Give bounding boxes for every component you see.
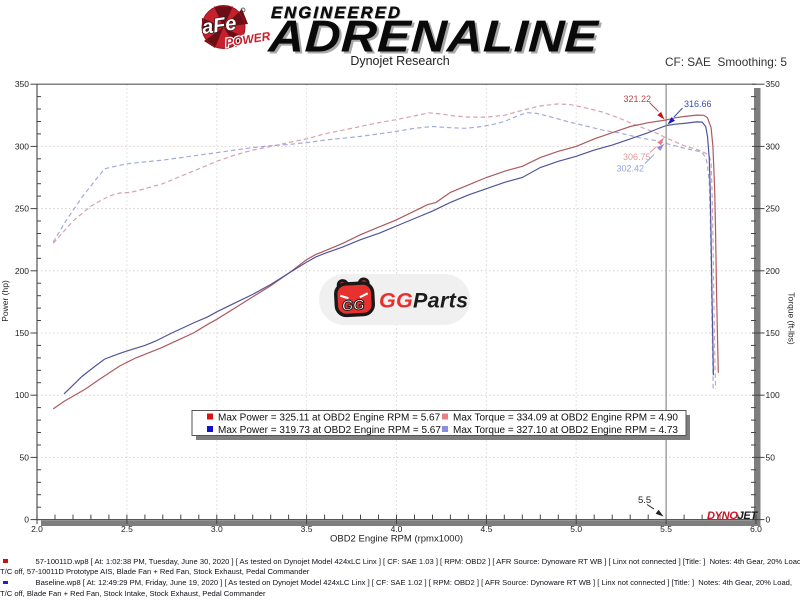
svg-text:OBD2 Engine RPM (rpmx1000): OBD2 Engine RPM (rpmx1000) bbox=[330, 534, 463, 545]
svg-text:0: 0 bbox=[24, 515, 29, 525]
svg-text:200: 200 bbox=[15, 266, 29, 276]
svg-text:302.42: 302.42 bbox=[617, 164, 645, 174]
svg-text:5.5: 5.5 bbox=[660, 524, 672, 534]
svg-text:6.0: 6.0 bbox=[750, 524, 762, 534]
svg-text:Max Power = 319.73 at OBD2 Eng: Max Power = 319.73 at OBD2 Engine RPM = … bbox=[218, 425, 441, 436]
svg-text:4.5: 4.5 bbox=[480, 524, 492, 534]
svg-text:300: 300 bbox=[766, 141, 780, 151]
svg-text:306.75: 306.75 bbox=[623, 152, 651, 162]
svg-text:DYNOJET: DYNOJET bbox=[707, 510, 758, 522]
svg-text:GG: GG bbox=[341, 297, 364, 314]
svg-text:350: 350 bbox=[15, 79, 29, 89]
svg-text:3.5: 3.5 bbox=[301, 524, 313, 534]
svg-text:Max Torque = 334.09 at OBD2 En: Max Torque = 334.09 at OBD2 Engine RPM =… bbox=[453, 413, 678, 424]
svg-text:250: 250 bbox=[15, 204, 29, 214]
svg-text:5.0: 5.0 bbox=[570, 524, 582, 534]
svg-text:aFe: aFe bbox=[201, 12, 238, 39]
svg-text:50: 50 bbox=[766, 452, 776, 462]
svg-text:316.66: 316.66 bbox=[684, 99, 712, 109]
svg-text:Max Torque = 327.10 at OBD2 En: Max Torque = 327.10 at OBD2 Engine RPM =… bbox=[453, 425, 678, 436]
svg-text:2.0: 2.0 bbox=[31, 524, 43, 534]
svg-text:350: 350 bbox=[766, 79, 780, 89]
svg-text:250: 250 bbox=[766, 204, 780, 214]
svg-text:150: 150 bbox=[766, 328, 780, 338]
svg-text:5.5: 5.5 bbox=[638, 495, 651, 506]
svg-text:50: 50 bbox=[20, 452, 30, 462]
svg-text:0: 0 bbox=[766, 515, 771, 525]
svg-text:GGParts: GGParts bbox=[379, 289, 468, 313]
svg-text:Torque (ft-lbs): Torque (ft-lbs) bbox=[787, 292, 797, 345]
svg-text:200: 200 bbox=[766, 266, 780, 276]
svg-text:2.5: 2.5 bbox=[121, 524, 133, 534]
svg-text:100: 100 bbox=[766, 390, 780, 400]
svg-text:3.0: 3.0 bbox=[211, 524, 223, 534]
svg-text:100: 100 bbox=[15, 390, 29, 400]
svg-text:300: 300 bbox=[15, 141, 29, 151]
svg-text:321.22: 321.22 bbox=[624, 94, 652, 104]
svg-text:Power (hp): Power (hp) bbox=[0, 280, 10, 322]
svg-text:150: 150 bbox=[15, 328, 29, 338]
svg-text:4.0: 4.0 bbox=[391, 524, 403, 534]
svg-text:Max Power = 325.11 at OBD2 Eng: Max Power = 325.11 at OBD2 Engine RPM = … bbox=[218, 413, 441, 424]
